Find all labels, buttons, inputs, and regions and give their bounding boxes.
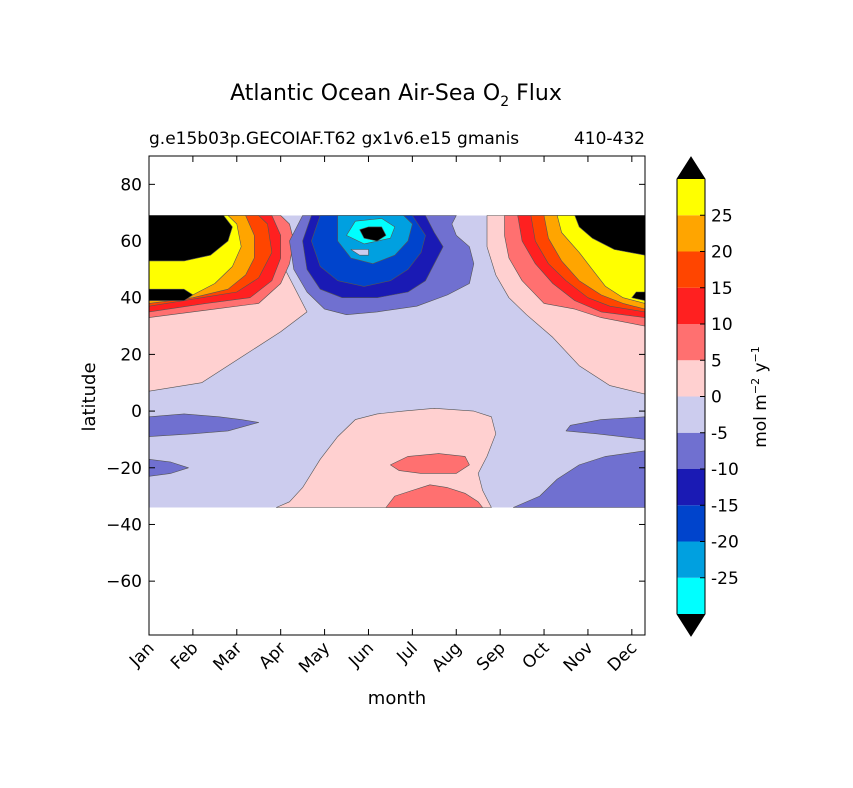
colorbar-segment [677,179,705,216]
chart-subtitle-case: g.e15b03p.GECOIAF.T62 gx1v6.e15 gmanis [149,129,519,149]
x-axis-label: month [368,688,426,709]
contour-region-12 [149,288,194,301]
colorbar-segment [677,324,705,361]
colorbar-label-exp1: −2 [749,378,762,394]
contour-region-28 [149,458,189,477]
contour-region-2 [385,484,483,508]
y-tick-label: −20 [106,459,142,479]
chart-title: Atlantic Ocean Air-Sea O2 Flux [230,81,562,110]
chart-title-subscript: 2 [500,94,509,110]
contour-region-3 [390,453,470,474]
colorbar-segment [677,360,705,397]
colorbar-tick-label: 15 [711,279,733,299]
contour-region-26 [350,249,369,256]
colorbar-tick-label: -10 [711,460,739,480]
colorbar-tick-label: -5 [711,424,728,444]
colorbar-segment [677,287,705,324]
colorbar-segment [677,469,705,506]
contour-region-1 [275,407,497,508]
colorbar-label-base: mol m [751,394,771,448]
chart-title-tail: Flux [509,81,562,106]
x-tick-label: Apr [255,638,290,673]
colorbar-segment [677,541,705,578]
x-tick-label: Jan [125,638,158,671]
colorbar-label: mol m−2 y−1 [749,346,771,448]
colorbar-tick-label: 0 [711,388,722,408]
contour-region-27 [149,413,260,437]
colorbar-segment [677,251,705,288]
colorbar-tick-label: -15 [711,496,739,516]
x-tick-label: Mar [210,638,247,675]
x-tick-label: Sep [473,638,510,675]
colorbar: -25 -20 -15 -10 -5 0 5 10 15 20 25 [676,156,739,637]
x-tick-label: Jul [393,638,422,667]
contour-region-29 [565,416,645,440]
colorbar-label-exp2: −1 [749,346,762,362]
colorbar-tick-label: 20 [711,243,733,263]
colorbar-extend-bottom [677,614,705,636]
colorbar-segment [677,215,705,252]
colorbar-outline [676,156,706,637]
contour-field [149,215,645,508]
y-tick-label: −40 [106,515,142,535]
colorbar-segment [677,577,705,614]
chart-title-main: Atlantic Ocean Air-Sea O [230,81,500,106]
colorbar-segment [677,396,705,433]
contour-region-18 [574,215,645,256]
plot-area: 80 60 40 20 0 −20 −40 −60 Jan Feb Mar Apr May Jun Jul A… [106,155,646,677]
colorbar-tick-label: 10 [711,315,733,335]
contour-region-11 [149,215,233,262]
x-tick-label: Feb [167,638,202,673]
colorbar-tick-label: -20 [711,533,739,553]
y-tick-label: 80 [120,175,142,195]
x-tick-label: May [295,638,334,677]
y-tick-label: 0 [131,402,142,422]
colorbar-tick-label: -25 [711,569,739,589]
x-tick-label: Oct [519,638,554,673]
colorbar-tick-label: 5 [711,351,722,371]
y-axis-label: latitude [79,362,100,431]
colorbar-segment [677,505,705,542]
y-tick-label: 20 [120,345,142,365]
y-tick-label: 40 [120,289,142,309]
y-tick-label: 60 [120,232,142,252]
contour-region-25 [359,226,387,242]
colorbar-extend-top [677,157,705,179]
contour-region-19 [631,291,645,301]
plot-frame [148,155,646,636]
x-tick-label: Nov [560,638,598,676]
x-tick-label: Dec [604,638,641,675]
contour-region-30 [512,450,645,508]
x-tick-label: Aug [428,638,466,676]
colorbar-label-mid: y [751,362,771,377]
colorbar-segment [677,432,705,469]
y-tick-label: −60 [106,572,142,592]
x-tick-label: Jun [344,638,378,672]
colorbar-tick-label: 25 [711,206,733,226]
chart-subtitle-years: 410-432 [574,129,645,149]
